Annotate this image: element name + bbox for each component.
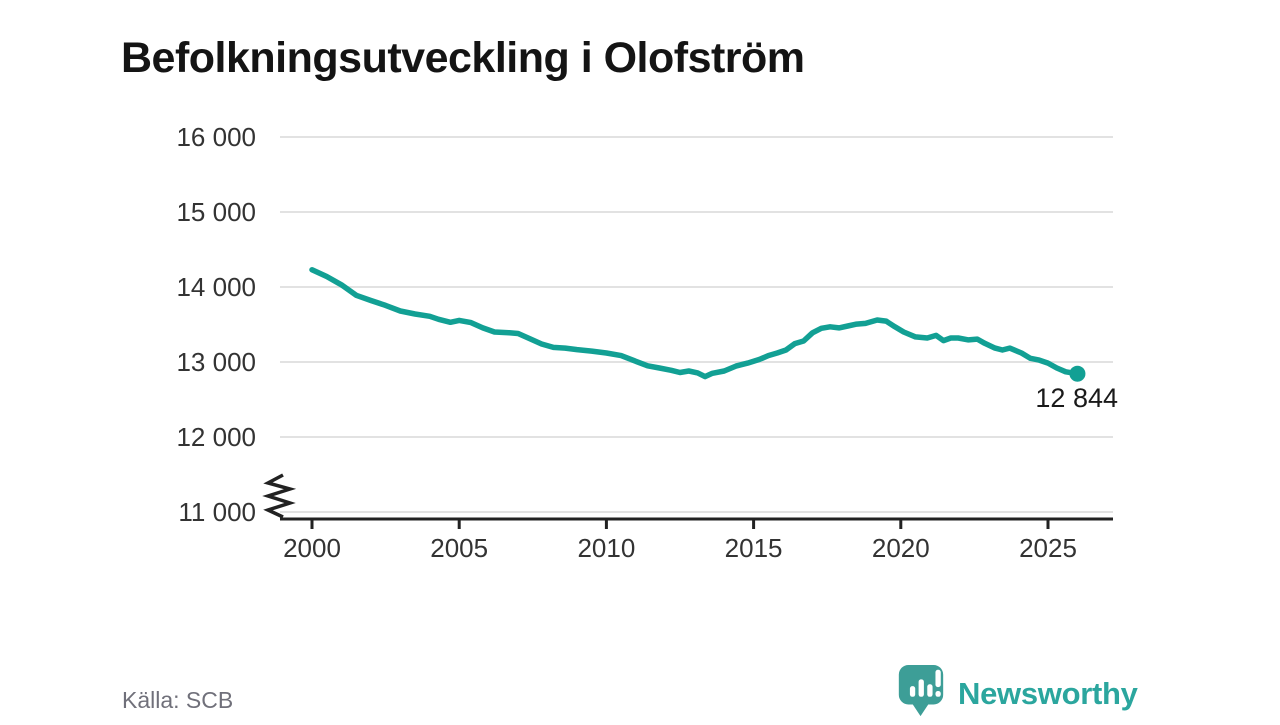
x-tick-label: 2025 (1019, 533, 1077, 563)
x-tick-label: 2015 (725, 533, 783, 563)
end-point-dot (1069, 365, 1086, 382)
x-tick-label: 2005 (430, 533, 488, 563)
newsworthy-logo: Newsworthy (896, 664, 1138, 723)
x-tick-label: 2010 (577, 533, 635, 563)
source-note: Källa: SCB (122, 687, 234, 713)
y-tick-label: 14 000 (176, 272, 256, 302)
x-tick-label: 2020 (872, 533, 930, 563)
y-tick-label: 13 000 (176, 347, 256, 377)
newsworthy-logo-icon (896, 664, 946, 723)
page-title: Befolkningsutveckling i Olofström (121, 33, 805, 82)
population-line (309, 267, 1081, 380)
end-value-label: 12 844 (1035, 383, 1118, 413)
axis-break-icon (262, 473, 297, 519)
y-tick-label: 15 000 (176, 197, 256, 227)
y-tick-label: 12 000 (176, 422, 256, 452)
x-tick-label: 2000 (283, 533, 341, 563)
y-tick-label: 11 000 (178, 497, 256, 527)
newsworthy-logo-text: Newsworthy (958, 675, 1138, 711)
y-tick-label: 16 000 (176, 122, 256, 152)
